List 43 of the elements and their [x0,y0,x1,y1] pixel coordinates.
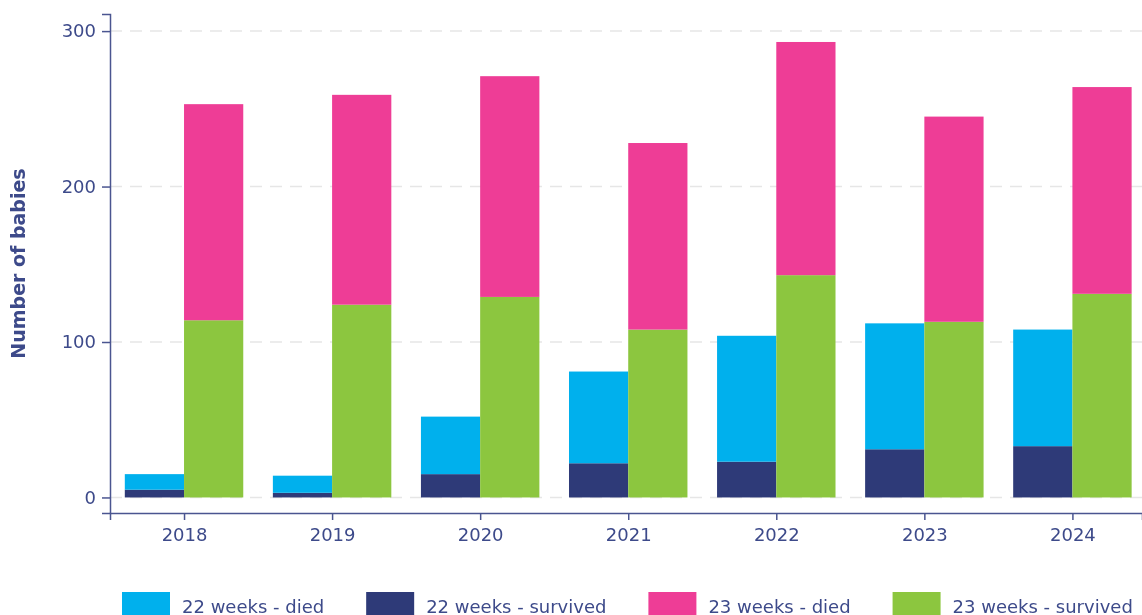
bar [569,463,629,498]
y-tick-label: 200 [61,175,96,197]
y-tick-label: 0 [84,486,96,508]
bar [865,323,925,450]
y-tick-label: 300 [61,20,96,42]
bar [420,474,481,498]
bar [1072,87,1132,294]
bar [332,304,392,498]
x-tick-label: 2024 [1050,523,1096,545]
bar [1013,329,1073,447]
bar [924,321,984,498]
x-tick-label: 2020 [457,523,504,545]
bar [1072,293,1132,498]
y-tick-label: 100 [61,331,96,353]
legend-label: 22 weeks - survived [426,596,607,615]
bar [480,296,540,498]
bar [776,41,836,276]
bar [924,116,984,322]
bar [717,461,777,498]
bar [776,275,836,498]
bar [628,329,688,498]
bar [480,76,540,297]
legend-label: 22 weeks - died [182,596,325,615]
bar [1013,446,1073,498]
x-tick-label: 2018 [161,523,208,545]
bar [569,371,629,464]
bar [865,449,925,498]
x-tick-label: 2023 [901,523,948,545]
bar [628,143,688,330]
x-tick-label: 2021 [605,523,652,545]
x-tick-label: 2022 [753,523,800,545]
bar [184,104,244,321]
y-axis-title: Number of babies [7,168,29,359]
bar [124,474,185,490]
bar [272,475,333,493]
bar [717,335,777,462]
legend-label: 23 weeks - survived [952,596,1133,615]
bar [124,489,185,498]
bar [420,416,481,475]
x-tick-label: 2019 [309,523,356,545]
legend-label: 23 weeks - died [708,596,851,615]
bar [332,94,392,305]
bar [184,320,244,498]
